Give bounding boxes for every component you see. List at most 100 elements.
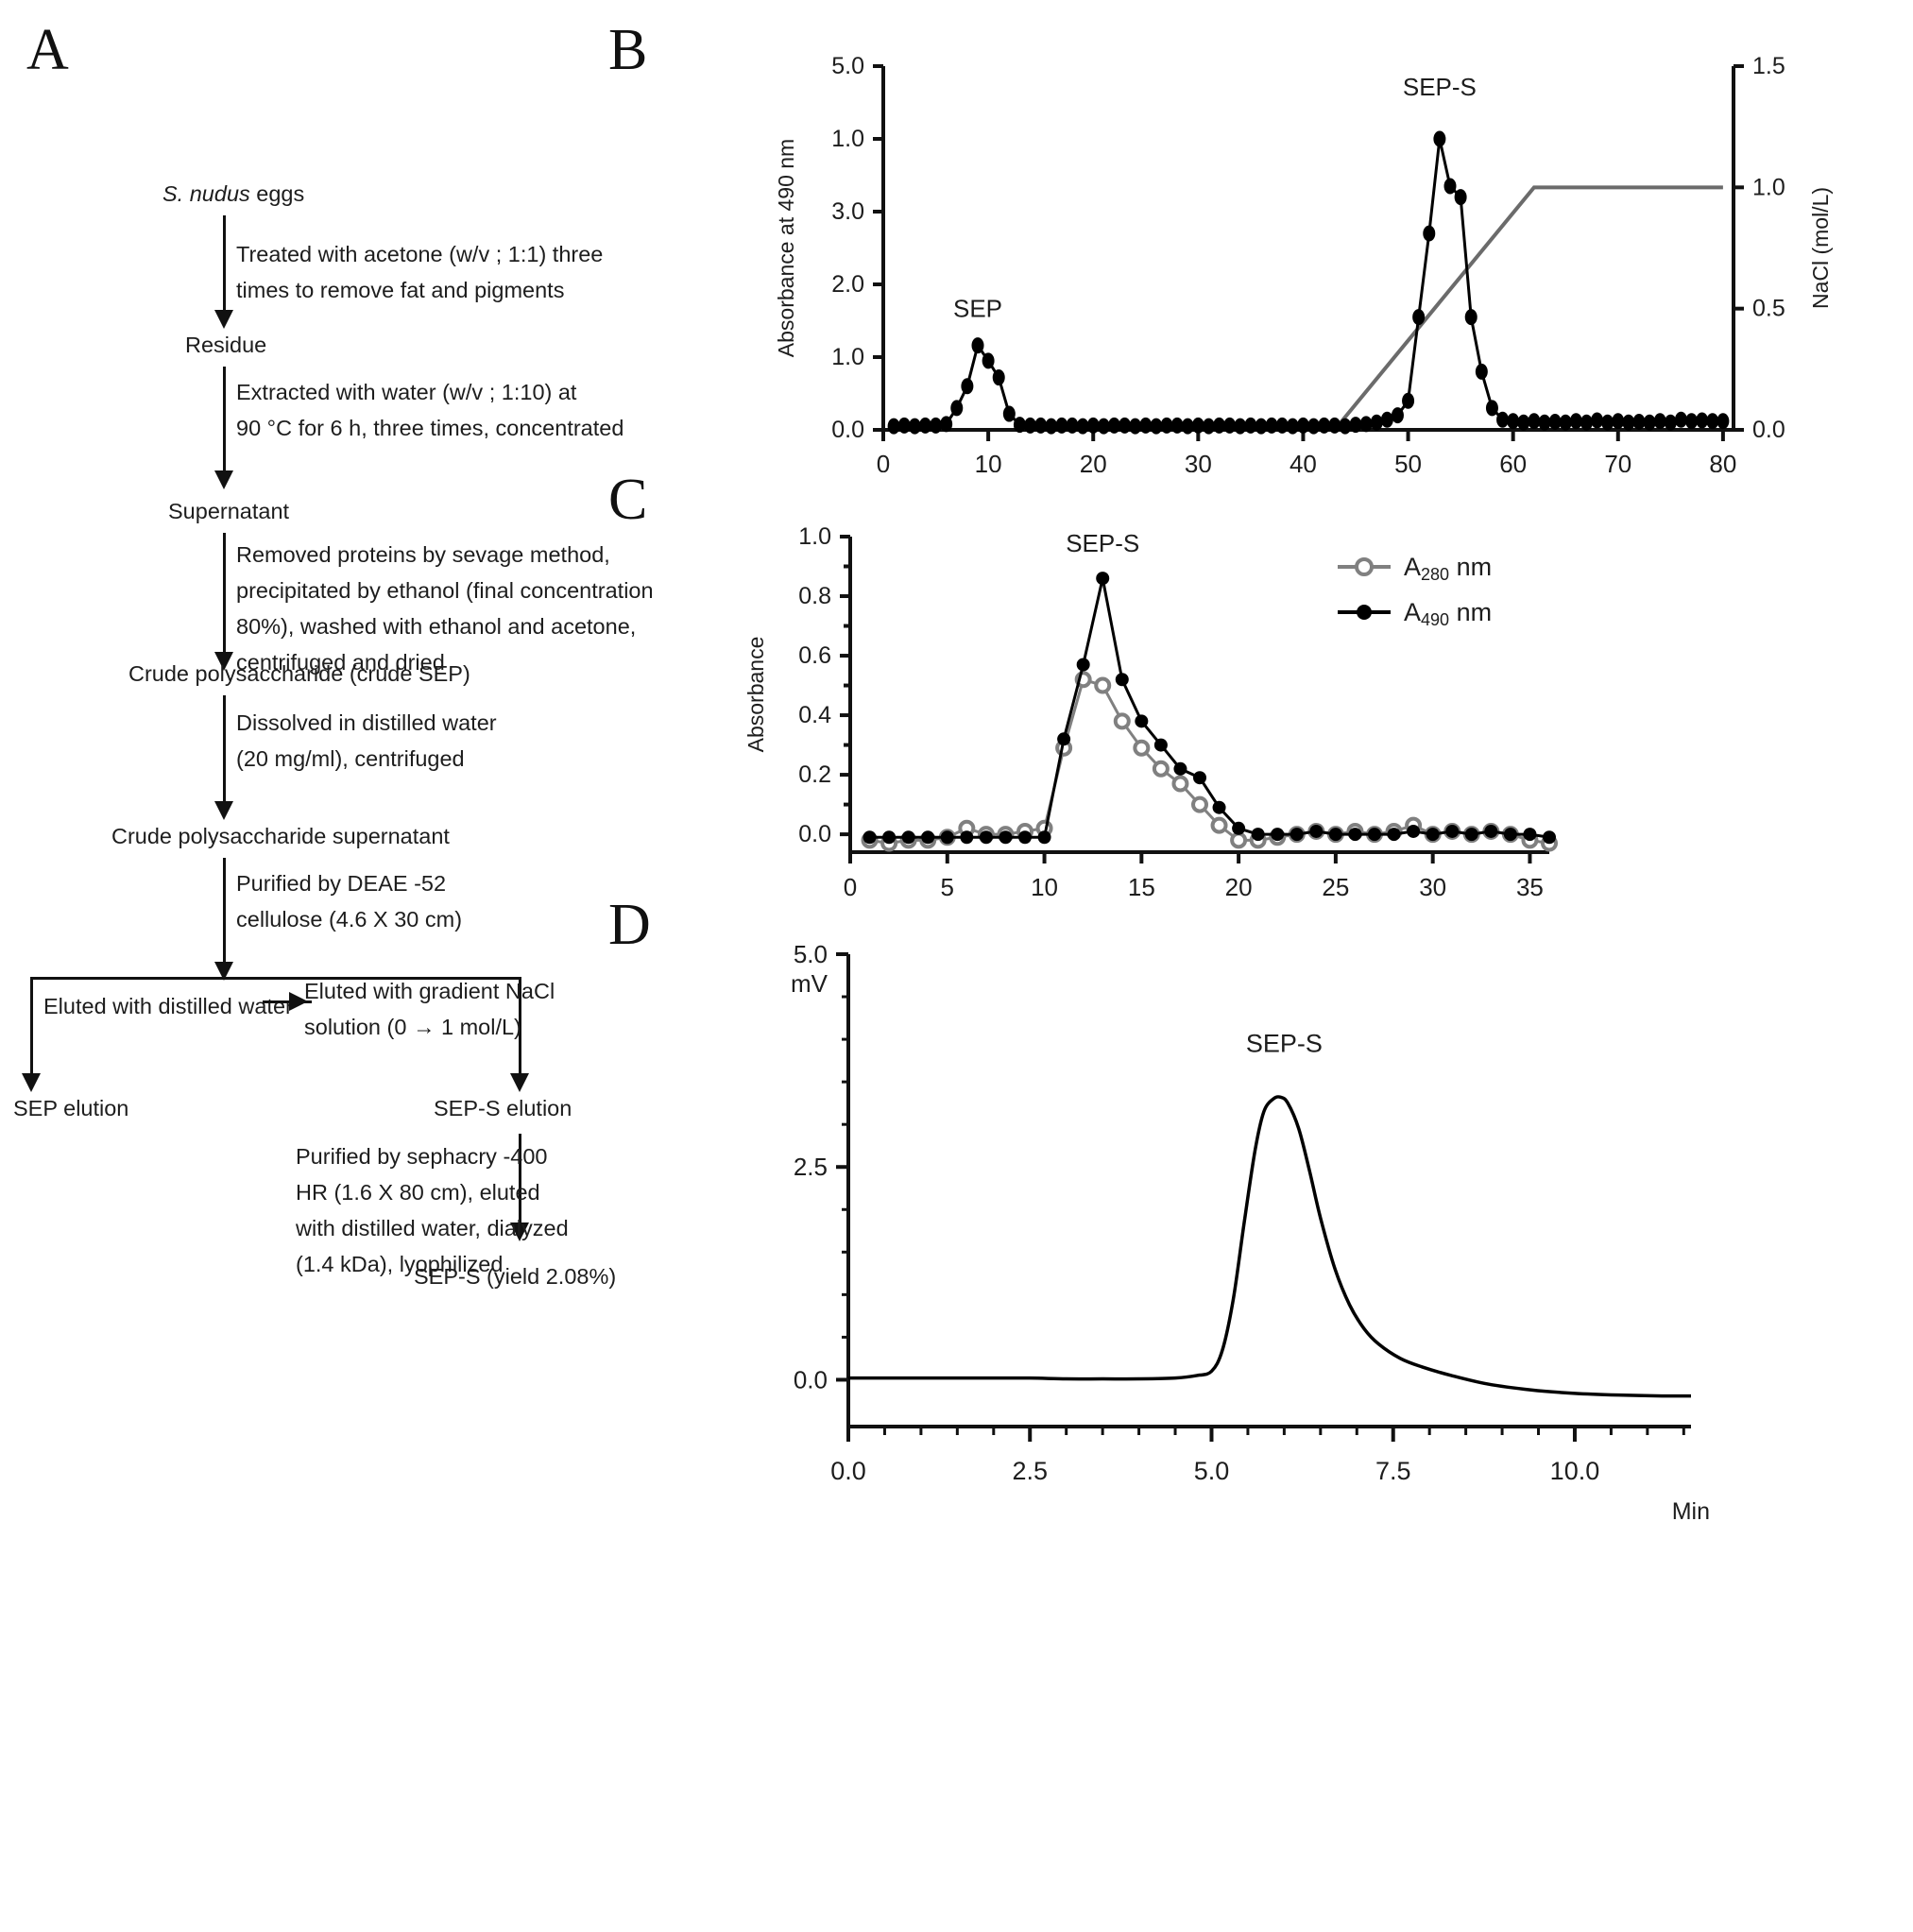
- eggs-label: eggs: [249, 181, 305, 206]
- panel-letter-b: B: [608, 18, 648, 82]
- data-point: [1391, 407, 1404, 424]
- data-point: [1275, 417, 1289, 434]
- split-bar: [30, 977, 521, 980]
- step-line: Dissolved in distilled water: [236, 710, 497, 735]
- x-tick-label: 10.0: [1550, 1457, 1600, 1485]
- data-point: [1464, 309, 1477, 326]
- data-point: [1443, 178, 1457, 195]
- arrowhead-right-branch: [510, 1073, 529, 1092]
- data-point: [1265, 417, 1278, 434]
- y-tick-label: 0.0: [831, 417, 864, 443]
- panel-b-svg: 0.0 1.0 2.0 3.0 1.0 5.0 0.0 0.5 1.0 1.5 0 10 20 30 40 5…: [774, 53, 1833, 516]
- x-tick-label: 40: [1290, 450, 1317, 472]
- data-point: [950, 400, 964, 417]
- y-tick-label: 1.0: [831, 126, 864, 152]
- legend-marker: [1355, 557, 1374, 576]
- data-point: [1202, 418, 1215, 435]
- data-point: [908, 418, 921, 435]
- x-tick-label: 0.0: [830, 1457, 866, 1485]
- data-point: [1717, 413, 1730, 430]
- step-line: Extracted with water (w/v ; 1:10) at: [236, 380, 577, 404]
- data-point: [1290, 828, 1304, 842]
- data-point: [1076, 658, 1090, 672]
- data-point: [960, 830, 974, 845]
- peak-label: SEP-S: [1403, 73, 1477, 101]
- arrowhead-branch-right: [289, 992, 308, 1011]
- y-axis-title: Absorbance at 490 nm: [774, 139, 798, 357]
- data-point: [1423, 225, 1436, 242]
- flow-step-sephacryl: Purified by sephacry -400 HR (1.6 X 80 c…: [296, 1138, 569, 1282]
- data-point: [1213, 417, 1226, 434]
- step-line: precipitated by ethanol (final concentra…: [236, 578, 654, 604]
- flow-step-water-extract: Extracted with water (w/v ; 1:10) at 90 …: [236, 374, 623, 446]
- connector-2: [223, 367, 226, 476]
- data-point: [1096, 572, 1110, 586]
- step-line: (1.4 kDa), lyophilized: [296, 1252, 504, 1277]
- flow-step-acetone: Treated with acetone (w/v ; 1:1) three t…: [236, 236, 603, 308]
- x-tick-label: 10: [975, 450, 1002, 472]
- data-point: [1107, 417, 1120, 434]
- data-point: [971, 337, 984, 354]
- data-point: [1193, 771, 1206, 785]
- data-point: [1528, 413, 1541, 430]
- x-tick-label: 50: [1394, 450, 1422, 472]
- y-tick-label: 1.0: [831, 344, 864, 370]
- data-point: [940, 830, 954, 845]
- series-detector-signal: [848, 1095, 1692, 1398]
- data-point: [1150, 418, 1163, 435]
- data-point: [1622, 414, 1635, 431]
- flow-node-eggs: S. nudus eggs: [162, 181, 304, 207]
- data-point: [1653, 413, 1666, 430]
- x-tick-label: 35: [1516, 873, 1544, 901]
- flow-step-sevage: Removed proteins by sevage method, preci…: [236, 537, 654, 680]
- flow-node-crude-sep: Crude polysaccharide (crude SEP): [128, 661, 470, 686]
- data-point: [1037, 830, 1051, 845]
- data-point: [1191, 417, 1204, 434]
- data-point: [1307, 418, 1321, 435]
- data-point: [1115, 673, 1129, 687]
- data-point: [1454, 189, 1467, 206]
- step-line: Removed proteins by sevage method,: [236, 542, 610, 567]
- data-point: [1612, 413, 1625, 430]
- data-point: [1318, 417, 1331, 434]
- connector-5: [223, 858, 226, 967]
- data-point: [999, 830, 1013, 845]
- data-point: [1485, 400, 1498, 417]
- step-line: solution (0 → 1 mol/L): [304, 1015, 521, 1040]
- data-point: [1171, 775, 1189, 793]
- branch-arrow-line: [263, 1000, 312, 1003]
- x-tick-label: 5: [941, 873, 954, 901]
- flow-step-water-elution: Eluted with distilled water: [43, 988, 293, 1024]
- step-line: with distilled water, dialyzed: [296, 1216, 569, 1241]
- data-point: [982, 352, 995, 369]
- data-point: [1119, 417, 1132, 434]
- x-tick-label: 25: [1322, 873, 1349, 901]
- x-axis-title: Fractions: [1153, 914, 1247, 916]
- arrowhead-5: [214, 962, 233, 981]
- x-tick-label: 5.0: [1194, 1457, 1230, 1485]
- data-point: [1426, 828, 1440, 842]
- data-point: [1601, 414, 1614, 431]
- data-point: [1559, 414, 1572, 431]
- y-tick-label: 1.0: [798, 523, 831, 550]
- data-point: [930, 417, 943, 434]
- connector-1: [223, 215, 226, 316]
- data-point: [1591, 412, 1604, 429]
- data-point: [1433, 130, 1446, 147]
- data-point: [961, 378, 974, 395]
- data-point: [1475, 363, 1488, 380]
- data-point: [1359, 416, 1373, 433]
- step-line: Eluted with distilled water: [43, 994, 293, 1018]
- data-point: [1271, 828, 1285, 842]
- y2-axis-title: NaCl (mol/L): [1808, 187, 1833, 309]
- arrowhead-2: [214, 470, 233, 489]
- step-line: 80%), washed with ethanol and acetone,: [236, 614, 637, 640]
- series-absorbance-490-line: [894, 138, 1723, 428]
- step-line: cellulose (4.6 X 30 cm): [236, 907, 463, 932]
- x-tick-label: 2.5: [1012, 1457, 1048, 1485]
- data-point: [1234, 418, 1247, 435]
- flow-node-supernatant: Supernatant: [168, 499, 290, 523]
- panel-letter-d: D: [608, 893, 651, 957]
- data-point: [1685, 413, 1699, 430]
- data-point: [1002, 405, 1016, 422]
